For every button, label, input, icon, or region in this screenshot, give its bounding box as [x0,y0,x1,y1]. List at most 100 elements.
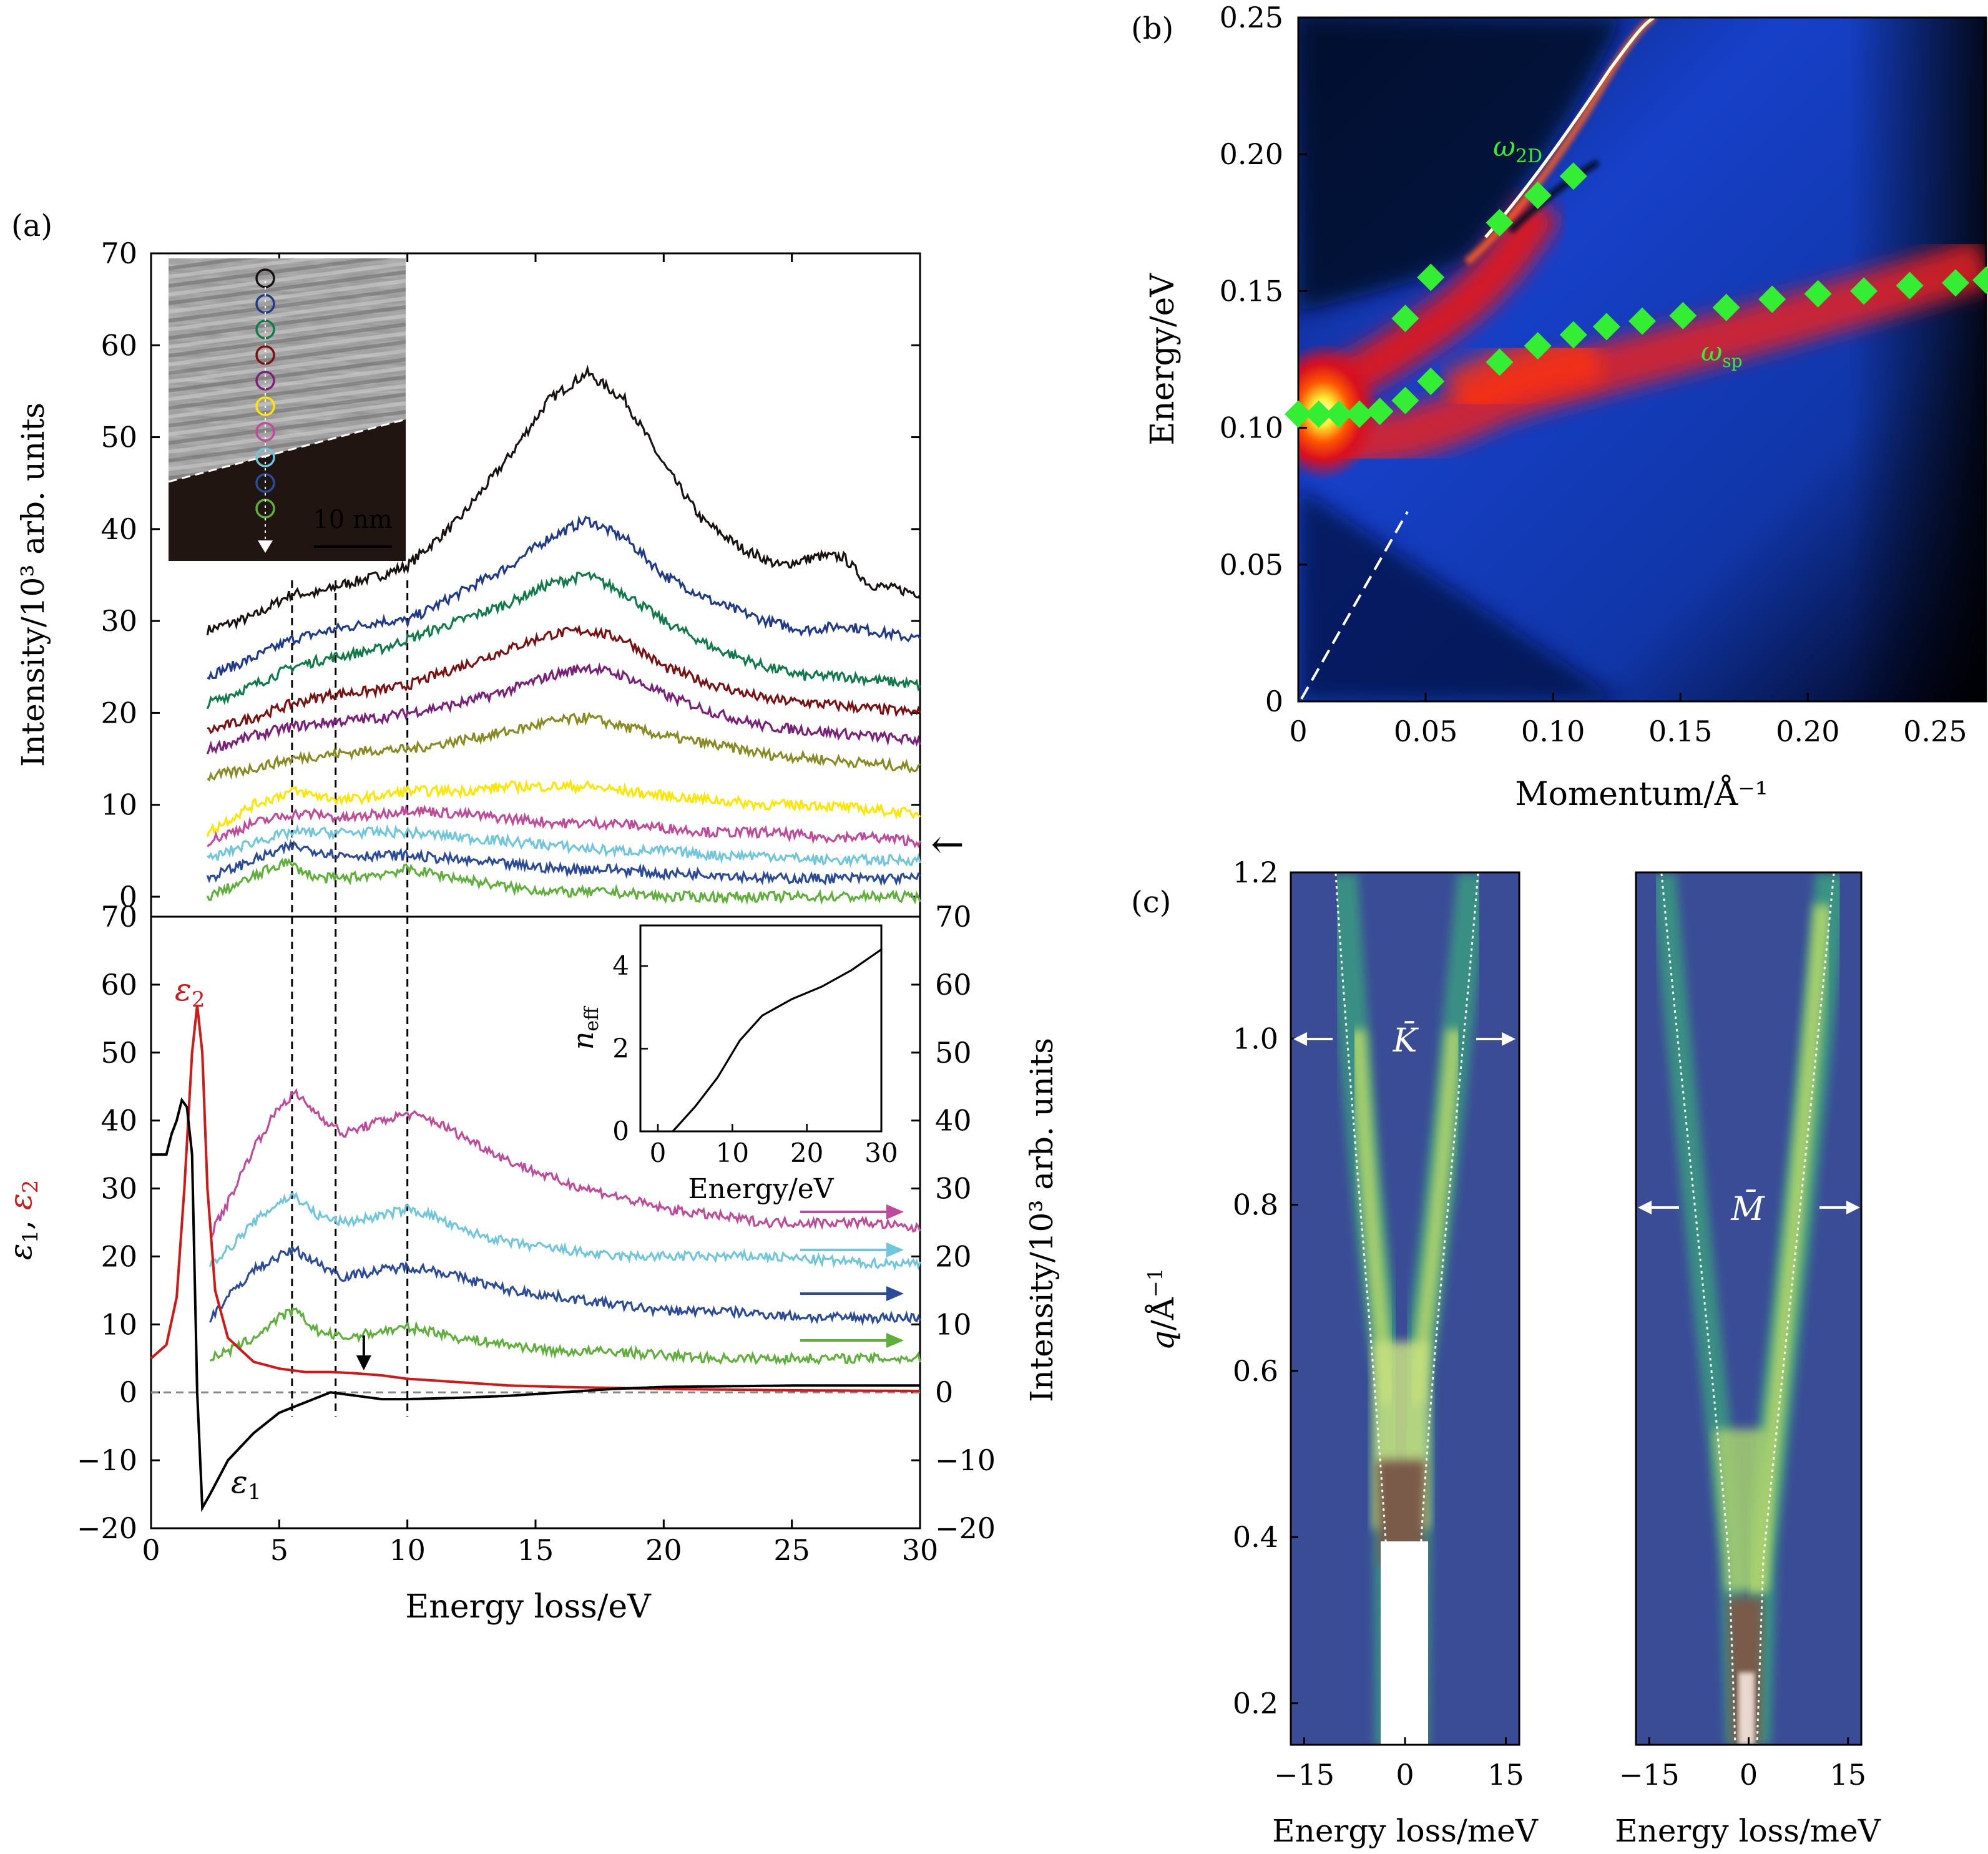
omega-sp-marker [1559,321,1587,349]
tem-inset: 10 nm [169,258,406,635]
a-bottom-spectrum-lightgreen [209,1307,921,1367]
neff-xtick-label: 0 [650,1138,667,1168]
c-ytick-label: 0.2 [1233,1686,1278,1720]
panel-c-m-right-guide [1756,873,1835,1745]
panel-label-a: (a) [11,208,52,243]
c-xtick-label: 0 [1740,1758,1758,1792]
neff-ylabel-base: n [566,1032,600,1050]
eps2-label-symbol: ε [175,972,192,1008]
color-arrowhead-blue [886,1286,904,1301]
tem-fringe [169,393,406,427]
tem-fringe [169,578,406,609]
a-bottom-xtick-label: 15 [517,1533,554,1567]
panel-a-bottom-dashed-lines [291,917,409,1417]
panel-b-light-cone-line [1300,511,1409,700]
a-bottom-ytick-label-right: −10 [935,1443,996,1477]
panel-a-bottom-axes: −20−10010203040506070−20−100102030405060… [77,900,996,1567]
panel-a-top-right-arrow: ← [931,822,964,868]
neff-inset-xlabel: Energy/eV [688,1173,834,1205]
color-arrowhead-cyan [886,1242,904,1257]
c-xtick-label: −15 [1274,1758,1334,1792]
b-xtick-label: 0.25 [1903,715,1967,748]
tem-scan-arrowhead [258,540,273,553]
b-ytick-label: 0.15 [1220,274,1283,308]
c-ytick-label: 1.2 [1233,856,1278,889]
tem-scale-label: 10 nm [313,505,392,534]
omega-2d-marker [1366,398,1394,426]
panel-c-m-xlabel: Energy loss/meV [1615,1813,1881,1849]
a-bottom-ytick-label-right: 50 [935,1036,972,1070]
omega-2d-sub: 2D [1515,145,1542,167]
a-top-ytick-label: 0 [119,880,137,914]
panel-c-k-map [1291,872,1519,1745]
panel-c-k-saturated-zone [1381,1541,1428,1745]
tem-fringe [169,419,406,454]
tem-fringe [169,349,406,384]
panel-b-markers [1285,162,1988,428]
a-top-ytick-label: 60 [100,328,137,362]
m-point-marker: M̄ [1638,1190,1860,1228]
neff-ytick-label: 4 [612,950,629,981]
tem-fringe [169,258,325,279]
neff-ytick-label: 2 [612,1033,629,1064]
tem-fringe [169,323,406,358]
a-bottom-xtick-label: 25 [773,1533,810,1567]
tem-fringe [169,384,406,419]
omega-2d-marker [1325,400,1353,428]
b-ytick-label: 0.05 [1220,548,1283,582]
panel-a-xlabel: Energy loss/eV [405,1588,652,1626]
a-bottom-ytick-label-left: 70 [100,900,137,934]
tem-fringe [169,604,406,635]
panel-a-top: 0 10 20 30 40 50 60 70 Intensity/10³ arb. units… [15,237,964,918]
panel-c-m-core-zone [1738,1672,1755,1745]
panel-a-bottom-right-ylabel: Intensity/10³ arb. units [1024,1038,1060,1402]
k-point-marker: K̄ [1293,1022,1515,1060]
tem-fringe [169,375,406,410]
c-xtick-label: 15 [1829,1758,1866,1792]
omega-sp-marker [1391,386,1419,414]
panel-a-bottom: −20−10010203040506070−20−100102030405060… [2,900,1060,1626]
neff-ytick-label: 0 [612,1116,629,1146]
b-ytick-label: 0.10 [1220,411,1283,445]
a-top-spectrum-yellow [206,778,921,837]
c-ytick-label: 0.8 [1233,1188,1278,1222]
b-xtick-label: 0.20 [1776,715,1839,748]
omega-2d-marker [1285,400,1312,428]
omega-sp-marker [1712,293,1740,321]
b-ytick-label: 0.20 [1220,137,1283,171]
panel-b-dark-stripe [1508,159,1600,233]
panel-c-m-bright-zone [1713,1429,1770,1591]
panel-a-top-ylabel: Intensity/10³ arb. units [15,403,51,767]
panel-label-b: (b) [1131,11,1173,46]
omega-sp-marker [1628,307,1656,335]
omega-2d-label: ω2D [1493,131,1542,167]
neff-ylabel-sub: eff [581,1005,603,1032]
omega-sp-sub: sp [1722,351,1742,371]
omega-2d-marker [1559,162,1587,190]
a-bottom-xtick-label: 20 [645,1533,682,1567]
omega-2d-marker [1417,263,1445,291]
omega-sp-marker [1417,368,1445,396]
panel-a-top-spectra [206,364,921,905]
panel-c-axes: 0.2 0.4 0.6 0.8 1.0 1.2 −15 0 15 −15 0 15 [1233,856,1866,1792]
neff-inset-axes: 0 10 20 30 0 2 4 [612,949,898,1168]
a-top-ytick-label: 30 [100,604,137,638]
panel-a-bottom-left-ylabel: ε1, ε2 [2,1180,43,1261]
tem-fringe [169,261,406,296]
a-top-spectrum-olive [207,711,921,782]
eps2-curve-label: ε2 [175,972,205,1012]
omega-sp-marker [1758,285,1786,313]
a-bottom-ytick-label-left: 10 [100,1307,137,1341]
panel-b-crossing-glow [1440,324,1604,424]
a-bottom-xtick-label: 0 [142,1533,160,1567]
c-ytick-label: 0.4 [1233,1520,1278,1554]
a-bottom-ytick-label-right: 30 [935,1172,972,1206]
eps1-curve [151,1097,920,1513]
eps2-curve [150,1005,920,1392]
omega-sp-marker [1669,301,1697,329]
k-left-arrowhead [1293,1032,1307,1046]
omega-2d-marker [1305,400,1333,428]
a-bottom-ytick-label-left: 50 [100,1036,137,1070]
a-top-spectrum-purple [206,662,921,754]
a-bottom-ytick-label-right: −20 [935,1511,996,1545]
